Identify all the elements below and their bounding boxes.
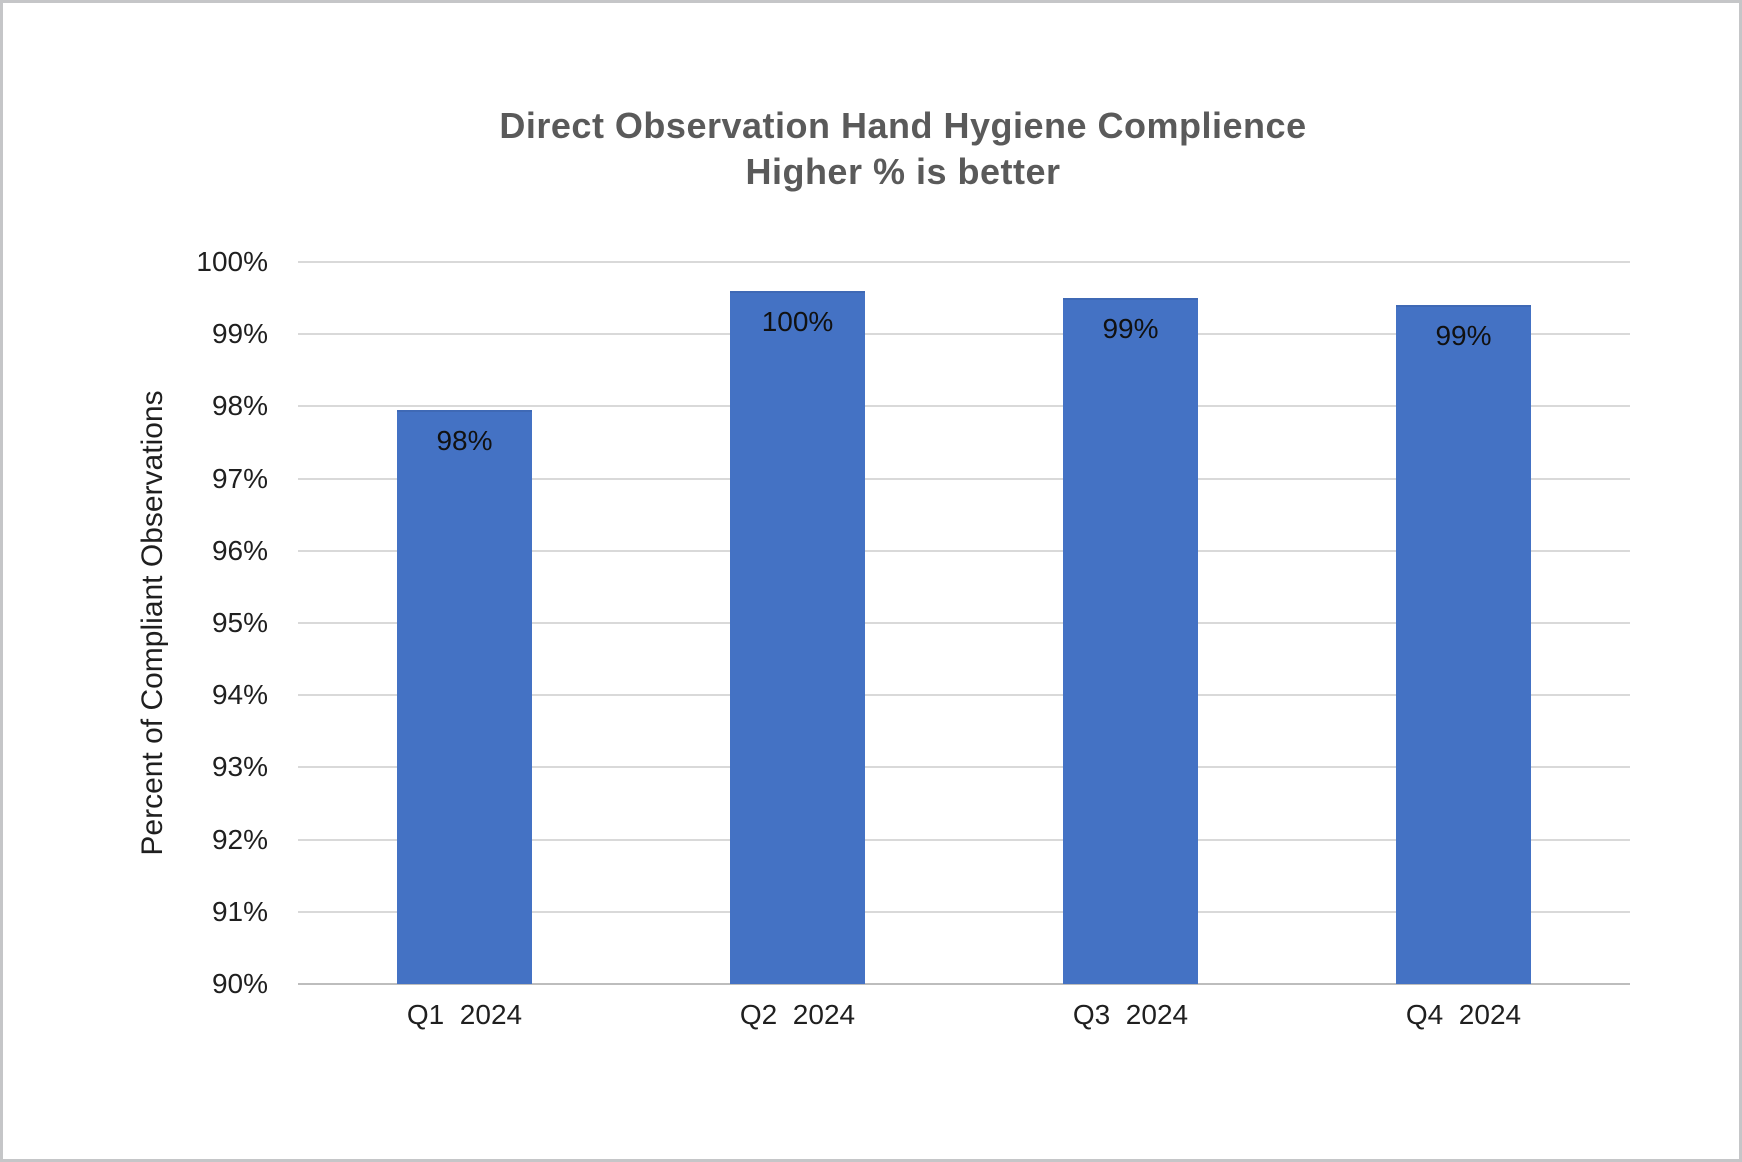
y-tick-label: 97% [211,462,268,494]
x-axis-ticks: Q1 2024 Q2 2024 Q3 2024 Q4 2024 [298,999,1630,1039]
bar-value-label: 98% [436,425,493,457]
gridline [298,261,1630,263]
gridline [298,405,1630,408]
gridline [298,910,1630,913]
x-tick-label: Q3 2024 [1072,999,1189,1030]
chart-title: Direct Observation Hand Hygiene Complien… [163,103,1643,195]
gridline [298,622,1630,624]
y-tick-label: 95% [211,607,268,638]
x-tick-label: Q2 2024 [739,999,856,1030]
y-tick-label: 96% [211,534,268,566]
chart-title-line2: Higher % is better [745,151,1061,192]
bar-value-label: 99% [1435,320,1492,352]
bar-q2-2024: 100% [730,290,865,984]
y-tick-label: 100% [196,246,268,277]
gridline [298,549,1630,552]
x-tick-label: Q1 2024 [406,999,523,1030]
y-tick-label: 92% [211,823,268,855]
bar-q4-2024: 99% [1396,305,1531,984]
chart-title-line1: Direct Observation Hand Hygiene Complien… [499,105,1307,146]
gridline [298,333,1630,336]
bar-value-label: 99% [1102,313,1159,345]
gridline [298,838,1630,841]
x-axis-line [298,983,1630,985]
x-tick-label: Q4 2024 [1405,999,1522,1030]
bar-value-label: 100% [761,305,834,337]
y-tick-label: 98% [211,390,268,422]
y-tick-label: 90% [211,968,268,999]
y-tick-label: 93% [211,751,268,783]
bar-q1-2024: 98% [397,410,532,984]
y-tick-label: 94% [211,679,268,711]
gridline [298,766,1630,769]
bar-q3-2024: 99% [1063,298,1198,984]
y-tick-label: 99% [211,318,268,350]
plot-area: 98% 100% 99% 99% [298,261,1630,985]
gridline [298,477,1630,480]
y-tick-label: 91% [211,895,268,927]
y-axis-ticks: 100% 99% 98% 97% 96% 95% 94% 93% 92% 91% 90% [3,246,268,999]
gridline [298,694,1630,697]
